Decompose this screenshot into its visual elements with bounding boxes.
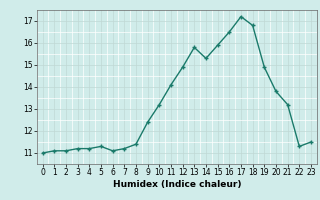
X-axis label: Humidex (Indice chaleur): Humidex (Indice chaleur)	[113, 180, 241, 189]
